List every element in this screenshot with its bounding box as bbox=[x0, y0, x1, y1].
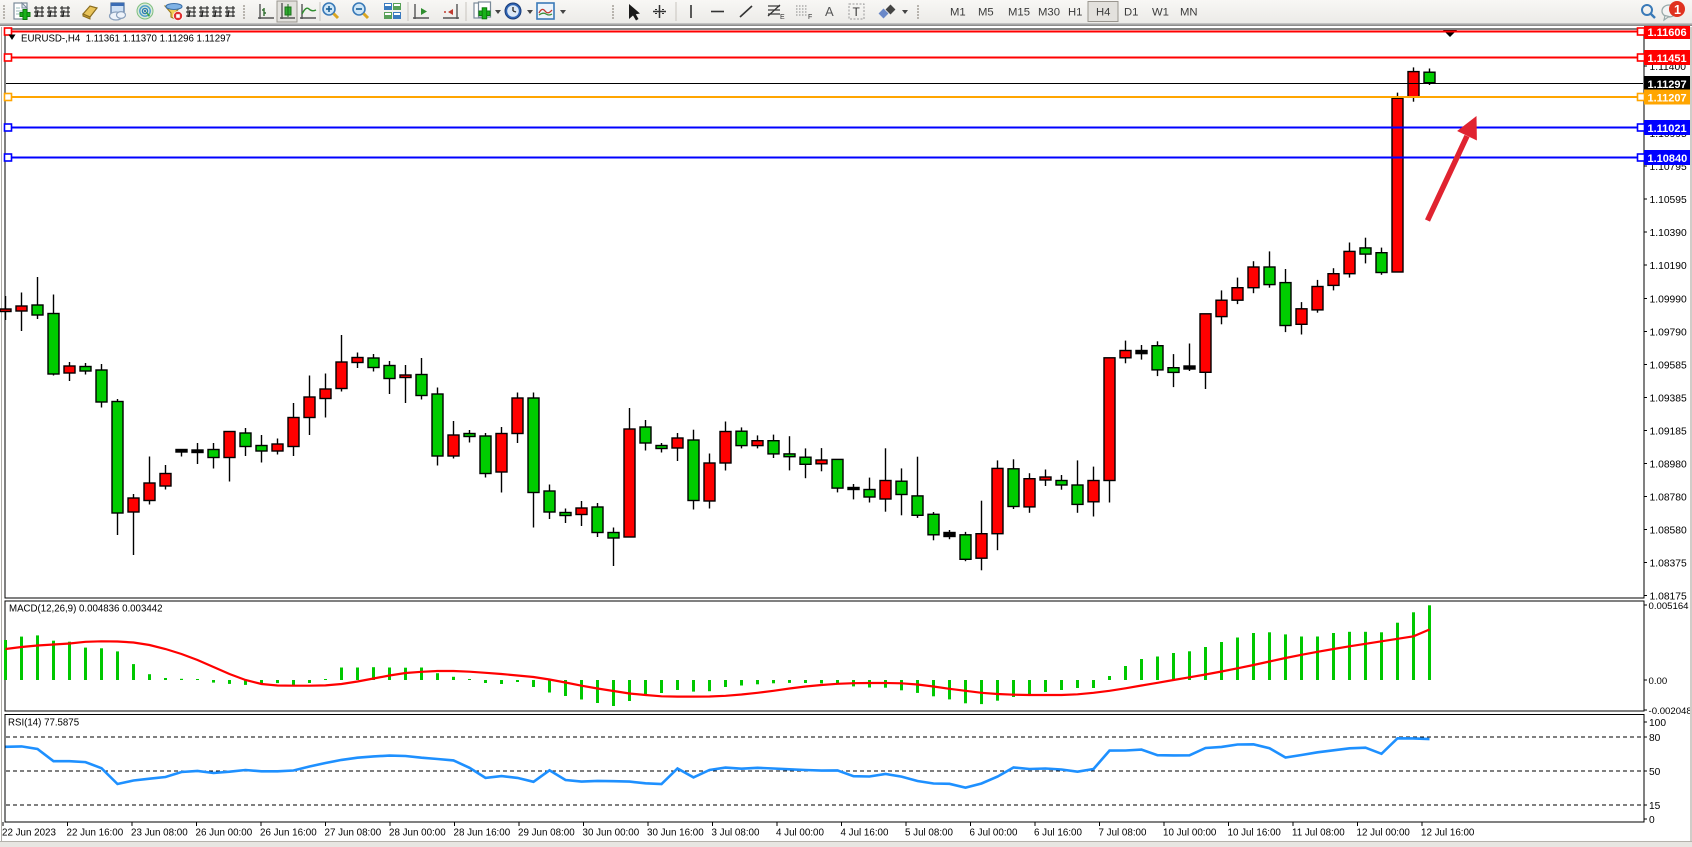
svg-text:MN: MN bbox=[1180, 7, 1198, 19]
svg-text:1.11400: 1.11400 bbox=[1650, 62, 1687, 73]
svg-text:0.00: 0.00 bbox=[1649, 676, 1668, 687]
svg-text:A: A bbox=[825, 4, 834, 19]
svg-text:23 Jun 08:00: 23 Jun 08:00 bbox=[131, 828, 188, 839]
svg-text:11 Jul 08:00: 11 Jul 08:00 bbox=[1292, 828, 1345, 839]
svg-text:W1: W1 bbox=[1152, 7, 1169, 19]
svg-text:10 Jul 00:00: 10 Jul 00:00 bbox=[1163, 828, 1217, 839]
svg-text:100: 100 bbox=[1649, 718, 1666, 729]
svg-text:4 Jul 16:00: 4 Jul 16:00 bbox=[841, 828, 889, 839]
svg-text:MACD(12,26,9) 0.004836 0.00344: MACD(12,26,9) 0.004836 0.003442 bbox=[9, 604, 163, 615]
svg-text:29 Jun 08:00: 29 Jun 08:00 bbox=[518, 828, 575, 839]
svg-text:M30: M30 bbox=[1038, 7, 1060, 19]
svg-text:1: 1 bbox=[1674, 3, 1681, 17]
svg-text:6 Jul 00:00: 6 Jul 00:00 bbox=[970, 828, 1018, 839]
svg-text:1.11207: 1.11207 bbox=[1648, 93, 1687, 105]
svg-text:80: 80 bbox=[1649, 733, 1661, 744]
svg-text:M1: M1 bbox=[950, 7, 966, 19]
svg-text:26 Jun 16:00: 26 Jun 16:00 bbox=[260, 828, 317, 839]
svg-text:5 Jul 08:00: 5 Jul 08:00 bbox=[905, 828, 953, 839]
svg-text:4 Jul 00:00: 4 Jul 00:00 bbox=[776, 828, 824, 839]
svg-text:1.11451: 1.11451 bbox=[1648, 53, 1687, 65]
svg-text:22 Jun 16:00: 22 Jun 16:00 bbox=[67, 828, 124, 839]
svg-text:3 Jul 08:00: 3 Jul 08:00 bbox=[712, 828, 760, 839]
svg-text:6 Jul 16:00: 6 Jul 16:00 bbox=[1034, 828, 1082, 839]
svg-text:30 Jun 16:00: 30 Jun 16:00 bbox=[647, 828, 704, 839]
svg-text:28 Jun 00:00: 28 Jun 00:00 bbox=[389, 828, 446, 839]
svg-text:T: T bbox=[853, 5, 861, 19]
svg-text:EURUSD-,H4 1.11361 1.11370 1.: EURUSD-,H4 1.11361 1.11370 1.11296 1.112… bbox=[21, 34, 231, 45]
svg-text:1.10190: 1.10190 bbox=[1650, 261, 1687, 272]
svg-text:RSI(14) 77.5875: RSI(14) 77.5875 bbox=[8, 718, 79, 729]
svg-text:1.08375: 1.08375 bbox=[1650, 559, 1687, 570]
svg-text:50: 50 bbox=[1649, 767, 1661, 778]
svg-text:1.11021: 1.11021 bbox=[1648, 123, 1687, 135]
svg-text:E: E bbox=[780, 14, 785, 21]
svg-text:-0.002048: -0.002048 bbox=[1649, 706, 1692, 717]
svg-text:1.09585: 1.09585 bbox=[1650, 360, 1687, 371]
svg-text:7 Jul 08:00: 7 Jul 08:00 bbox=[1099, 828, 1147, 839]
svg-text:0: 0 bbox=[1649, 815, 1655, 826]
svg-text:M5: M5 bbox=[978, 7, 994, 19]
svg-text:10 Jul 16:00: 10 Jul 16:00 bbox=[1228, 828, 1282, 839]
svg-text:1.11606: 1.11606 bbox=[1648, 27, 1687, 39]
svg-text:1.09385: 1.09385 bbox=[1650, 393, 1687, 404]
svg-text:27 Jun 08:00: 27 Jun 08:00 bbox=[325, 828, 382, 839]
svg-text:1.08580: 1.08580 bbox=[1650, 526, 1687, 537]
svg-text:1.09990: 1.09990 bbox=[1650, 294, 1687, 305]
svg-text:1.10840: 1.10840 bbox=[1648, 153, 1688, 165]
svg-text:0.005164: 0.005164 bbox=[1649, 601, 1690, 612]
svg-text:1.10595: 1.10595 bbox=[1650, 195, 1687, 206]
svg-text:1.10390: 1.10390 bbox=[1650, 228, 1687, 239]
svg-text:D1: D1 bbox=[1124, 7, 1138, 19]
svg-text:26 Jun 00:00: 26 Jun 00:00 bbox=[196, 828, 253, 839]
svg-text:1.10795: 1.10795 bbox=[1650, 162, 1687, 173]
svg-text:H4: H4 bbox=[1096, 7, 1110, 19]
svg-text:1.09185: 1.09185 bbox=[1650, 427, 1687, 438]
svg-text:1.08980: 1.08980 bbox=[1650, 460, 1687, 471]
svg-text:H1: H1 bbox=[1068, 7, 1082, 19]
svg-text:22 Jun 2023: 22 Jun 2023 bbox=[2, 828, 56, 839]
svg-text:12 Jul 00:00: 12 Jul 00:00 bbox=[1357, 828, 1411, 839]
svg-text:1.09790: 1.09790 bbox=[1650, 327, 1687, 338]
svg-text:1.08175: 1.08175 bbox=[1650, 592, 1687, 603]
svg-text:F: F bbox=[808, 14, 812, 21]
svg-text:1.08780: 1.08780 bbox=[1650, 493, 1687, 504]
svg-text:12 Jul 16:00: 12 Jul 16:00 bbox=[1421, 828, 1475, 839]
svg-text:30 Jun 00:00: 30 Jun 00:00 bbox=[583, 828, 640, 839]
svg-text:1.11297: 1.11297 bbox=[1648, 79, 1687, 91]
svg-text:M15: M15 bbox=[1008, 7, 1030, 19]
svg-text:15: 15 bbox=[1649, 801, 1661, 812]
svg-text:28 Jun 16:00: 28 Jun 16:00 bbox=[454, 828, 511, 839]
